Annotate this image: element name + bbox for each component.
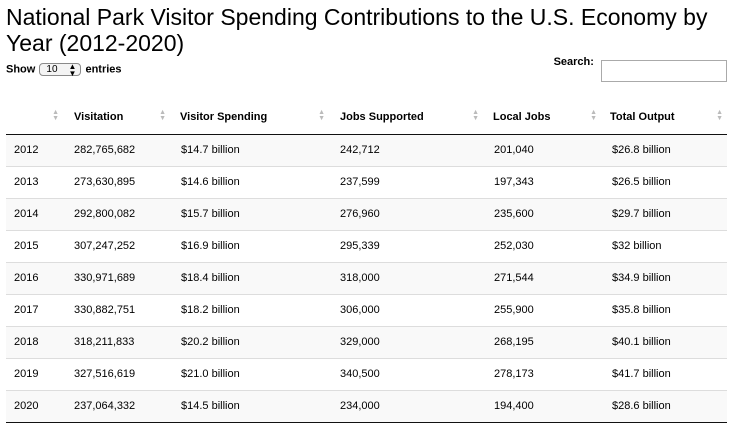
cell-year: 2020 xyxy=(6,389,66,423)
column-header-visitation[interactable]: Visitation ▲ ▼ xyxy=(66,100,173,135)
page-title: National Park Visitor Spending Contribut… xyxy=(6,4,708,56)
data-table: ▲ ▼ Visitation ▲ ▼ Visitor Spending ▲ ▼ Job… xyxy=(6,100,727,423)
cell-visitation: 273,630,895 xyxy=(66,165,173,198)
column-header-label: Visitor Spending xyxy=(180,110,268,123)
table-controls: Show 10 ▲ ▼ entries Search: xyxy=(6,56,727,86)
cell-total-output: $35.8 billion xyxy=(604,293,727,326)
cell-year: 2018 xyxy=(6,325,66,358)
cell-jobs-supported: 340,500 xyxy=(332,357,486,390)
column-header-total-output[interactable]: Total Output ▲ ▼ xyxy=(604,100,727,135)
cell-local-jobs: 197,343 xyxy=(486,165,604,198)
table-row: 2019 327,516,619 $21.0 billion 340,500 2… xyxy=(6,357,727,390)
cell-jobs-supported: 242,712 xyxy=(332,133,486,166)
entries-select[interactable]: 10 ▲ ▼ xyxy=(39,62,82,78)
cell-visitation: 237,064,332 xyxy=(66,389,173,423)
search-input[interactable] xyxy=(601,60,727,82)
cell-visitation: 330,882,751 xyxy=(66,293,173,326)
cell-jobs-supported: 237,599 xyxy=(332,165,486,198)
length-prefix-label: Show xyxy=(6,63,36,76)
cell-visitor-spending: $20.2 billion xyxy=(173,325,332,358)
table-row: 2017 330,882,751 $18.2 billion 306,000 2… xyxy=(6,293,727,326)
cell-visitation: 282,765,682 xyxy=(66,133,173,166)
cell-year: 2014 xyxy=(6,197,66,230)
cell-year: 2015 xyxy=(6,229,66,262)
cell-local-jobs: 235,600 xyxy=(486,197,604,230)
cell-total-output: $28.6 billion xyxy=(604,389,727,423)
cell-visitation: 318,211,833 xyxy=(66,325,173,358)
cell-visitation: 307,247,252 xyxy=(66,229,173,262)
cell-visitor-spending: $14.5 billion xyxy=(173,389,332,423)
cell-year: 2012 xyxy=(6,133,66,166)
table-row: 2014 292,800,082 $15.7 billion 276,960 2… xyxy=(6,197,727,230)
cell-local-jobs: 201,040 xyxy=(486,133,604,166)
search-control: Search: xyxy=(554,56,727,82)
cell-total-output: $32 billion xyxy=(604,229,727,262)
cell-year: 2017 xyxy=(6,293,66,326)
column-header-local-jobs[interactable]: Local Jobs ▲ ▼ xyxy=(486,100,604,135)
cell-visitor-spending: $18.2 billion xyxy=(173,293,332,326)
cell-jobs-supported: 276,960 xyxy=(332,197,486,230)
cell-visitor-spending: $18.4 billion xyxy=(173,261,332,294)
cell-local-jobs: 194,400 xyxy=(486,389,604,423)
search-label: Search: xyxy=(553,56,594,68)
sort-icon: ▲ ▼ xyxy=(590,109,597,122)
column-header-jobs-supported[interactable]: Jobs Supported ▲ ▼ xyxy=(332,100,486,135)
cell-total-output: $26.5 billion xyxy=(604,165,727,198)
stepper-arrows-icon: ▲ ▼ xyxy=(68,62,77,78)
entries-length-control: Show 10 ▲ ▼ entries xyxy=(6,62,122,78)
cell-jobs-supported: 234,000 xyxy=(332,389,486,423)
sort-icon: ▲ ▼ xyxy=(472,109,479,122)
column-header-visitor-spending[interactable]: Visitor Spending ▲ ▼ xyxy=(173,100,332,135)
cell-total-output: $41.7 billion xyxy=(604,357,727,390)
length-suffix-label: entries xyxy=(85,63,122,76)
cell-local-jobs: 271,544 xyxy=(486,261,604,294)
table-row: 2016 330,971,689 $18.4 billion 318,000 2… xyxy=(6,261,727,294)
cell-visitor-spending: $21.0 billion xyxy=(173,357,332,390)
cell-year: 2013 xyxy=(6,165,66,198)
entries-select-value: 10 xyxy=(46,64,58,75)
cell-jobs-supported: 295,339 xyxy=(332,229,486,262)
column-header-label: Jobs Supported xyxy=(340,110,424,123)
cell-year: 2016 xyxy=(6,261,66,294)
sort-icon: ▲ ▼ xyxy=(318,109,325,122)
sort-icon: ▲ ▼ xyxy=(159,109,166,122)
cell-year: 2019 xyxy=(6,357,66,390)
column-header-label: Total Output xyxy=(610,110,675,123)
sort-icon: ▲ ▼ xyxy=(52,109,59,122)
table-row: 2015 307,247,252 $16.9 billion 295,339 2… xyxy=(6,229,727,262)
cell-local-jobs: 255,900 xyxy=(486,293,604,326)
table-row: 2020 237,064,332 $14.5 billion 234,000 1… xyxy=(6,389,727,423)
table-header-row: ▲ ▼ Visitation ▲ ▼ Visitor Spending ▲ ▼ Job… xyxy=(6,100,727,135)
cell-total-output: $26.8 billion xyxy=(604,133,727,166)
table-row: 2018 318,211,833 $20.2 billion 329,000 2… xyxy=(6,325,727,358)
cell-local-jobs: 268,195 xyxy=(486,325,604,358)
table-row: 2012 282,765,682 $14.7 billion 242,712 2… xyxy=(6,133,727,166)
table-row: 2013 273,630,895 $14.6 billion 237,599 1… xyxy=(6,165,727,198)
cell-visitor-spending: $14.7 billion xyxy=(173,133,332,166)
cell-visitation: 327,516,619 xyxy=(66,357,173,390)
cell-jobs-supported: 329,000 xyxy=(332,325,486,358)
cell-total-output: $34.9 billion xyxy=(604,261,727,294)
cell-visitation: 292,800,082 xyxy=(66,197,173,230)
cell-total-output: $29.7 billion xyxy=(604,197,727,230)
cell-jobs-supported: 306,000 xyxy=(332,293,486,326)
cell-visitor-spending: $14.6 billion xyxy=(173,165,332,198)
cell-local-jobs: 252,030 xyxy=(486,229,604,262)
column-header-label: Visitation xyxy=(74,110,124,123)
cell-visitor-spending: $15.7 billion xyxy=(173,197,332,230)
cell-visitation: 330,971,689 xyxy=(66,261,173,294)
cell-total-output: $40.1 billion xyxy=(604,325,727,358)
column-header-year[interactable]: ▲ ▼ xyxy=(6,100,66,135)
sort-icon: ▲ ▼ xyxy=(716,109,723,122)
cell-visitor-spending: $16.9 billion xyxy=(173,229,332,262)
cell-jobs-supported: 318,000 xyxy=(332,261,486,294)
column-header-label: Local Jobs xyxy=(493,110,551,123)
cell-local-jobs: 278,173 xyxy=(486,357,604,390)
